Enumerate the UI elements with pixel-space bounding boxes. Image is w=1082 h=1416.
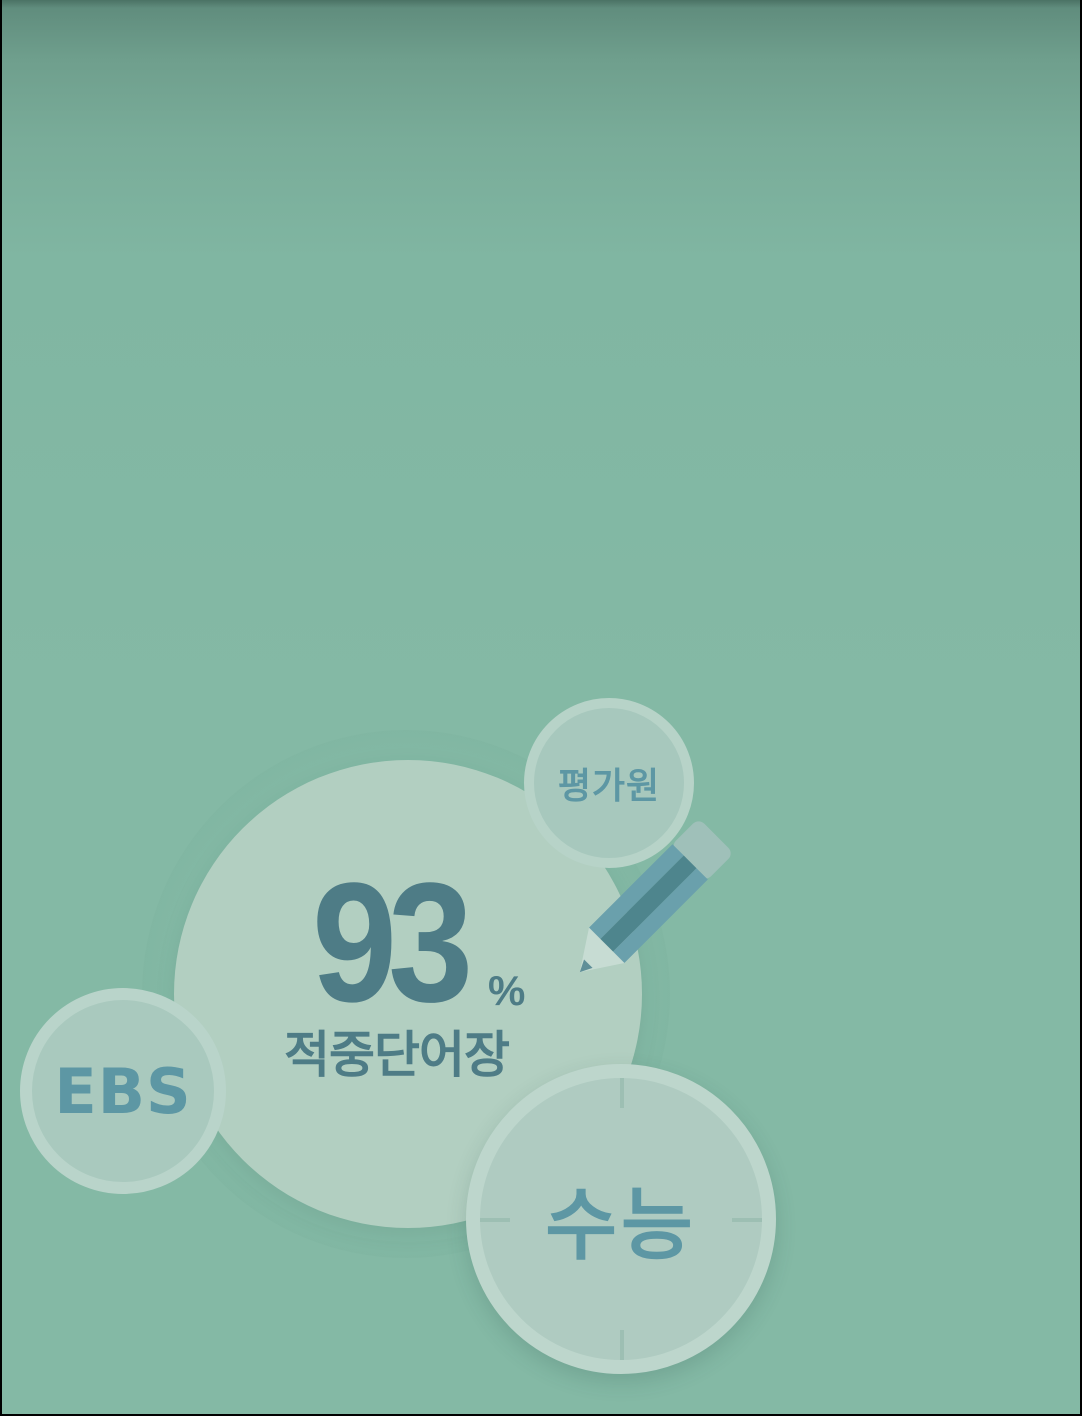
clock-tick-top: [620, 1078, 624, 1108]
pencil-eraser: [673, 821, 731, 879]
ebs-bubble: EBS: [20, 988, 226, 1194]
clock-tick-right: [732, 1218, 762, 1222]
accuracy-percent-value: 93: [312, 848, 473, 1038]
clock-tick-left: [480, 1218, 510, 1222]
suneung-bubble: 수능: [466, 1064, 776, 1374]
app-subtitle: 적중단어장: [284, 1026, 510, 1084]
pencil-wood: [579, 927, 625, 973]
pencil-body-top: [589, 844, 684, 939]
suneung-label: 수능: [545, 1181, 697, 1271]
eval-label: 평가원: [557, 766, 661, 807]
pencil-lead: [579, 959, 593, 973]
accuracy-percent-sign: %: [488, 967, 526, 1014]
pencil-body-middle: [600, 855, 697, 952]
status-bar-shadow: [2, 0, 1080, 8]
ebs-label: EBS: [54, 1054, 192, 1128]
pencil-body-bottom: [613, 868, 708, 963]
eval-bubble: 평가원: [524, 698, 694, 868]
clock-tick-bottom: [620, 1330, 624, 1360]
pencil-icon: [579, 821, 731, 973]
